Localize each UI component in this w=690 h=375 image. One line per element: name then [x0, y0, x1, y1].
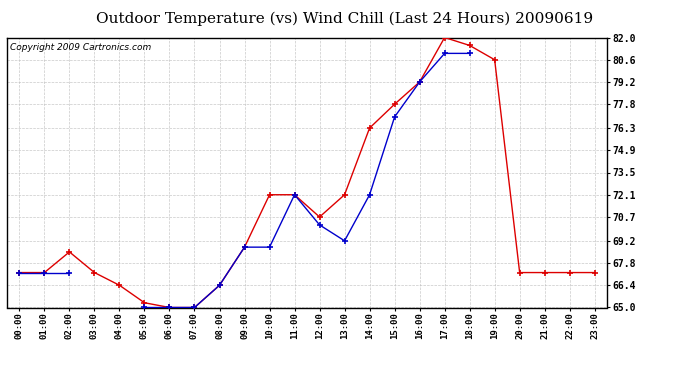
Text: Copyright 2009 Cartronics.com: Copyright 2009 Cartronics.com [10, 43, 151, 52]
Text: Outdoor Temperature (vs) Wind Chill (Last 24 Hours) 20090619: Outdoor Temperature (vs) Wind Chill (Las… [97, 11, 593, 26]
